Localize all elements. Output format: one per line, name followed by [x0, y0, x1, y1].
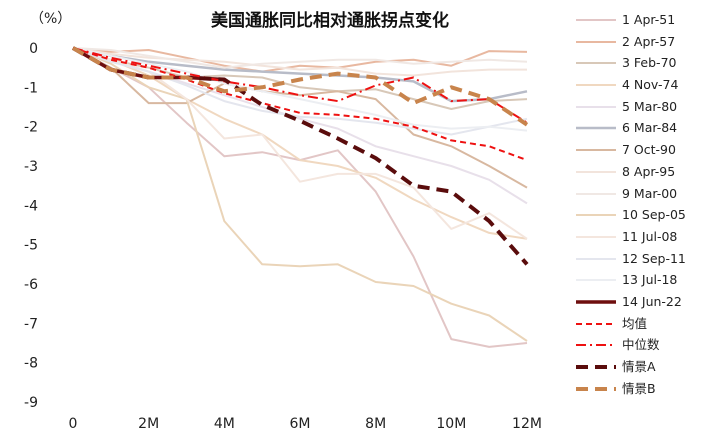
- legend-item: 1 Apr-51: [574, 10, 704, 32]
- legend-label: 10 Sep-05: [622, 207, 686, 223]
- y-tick-label: -9: [24, 395, 38, 411]
- legend-label: 3 Feb-70: [622, 55, 677, 71]
- y-tick-label: -1: [24, 80, 38, 96]
- legend-label: 14 Jun-22: [622, 293, 682, 309]
- legend-swatch: [576, 386, 616, 391]
- x-tick-label: 12M: [512, 416, 542, 432]
- legend-label: 4 Nov-74: [622, 77, 679, 93]
- legend-item: 10 Sep-05: [574, 205, 704, 227]
- x-tick-label: 4M: [214, 416, 235, 432]
- x-tick-label: 2M: [138, 416, 159, 432]
- legend-label: 情景B: [622, 380, 656, 396]
- x-tick-label: 0: [69, 416, 78, 432]
- x-tick-label: 8M: [365, 416, 386, 432]
- series-line-15: [72, 47, 528, 162]
- legend-item: 2 Apr-57: [574, 32, 704, 54]
- y-tick-label: -5: [24, 238, 38, 254]
- series-line-18: [72, 46, 529, 127]
- legend-item: 中位数: [574, 335, 704, 357]
- chart-title: 美国通胀同比相对通胀拐点变化: [211, 10, 449, 31]
- legend-item: 13 Jul-18: [574, 270, 704, 292]
- legend-swatch: [576, 322, 616, 325]
- legend-label: 7 Oct-90: [622, 142, 676, 158]
- legend-label: 9 Mar-00: [622, 185, 678, 201]
- series-line-3: [72, 47, 528, 110]
- legend-item: 14 Jun-22: [574, 292, 704, 314]
- legend-item: 4 Nov-74: [574, 75, 704, 97]
- legend-item: 8 Apr-95: [574, 162, 704, 184]
- legend-label: 情景A: [622, 359, 656, 374]
- legend-swatch: [576, 192, 616, 195]
- series-line-13: [72, 47, 528, 132]
- legend-swatch: [576, 62, 616, 65]
- legend-item: 情景A: [574, 357, 704, 379]
- legend-label: 2 Apr-57: [622, 33, 676, 49]
- y-unit-label: （%）: [30, 11, 71, 27]
- legend-label: 1 Apr-51: [622, 12, 676, 27]
- legend-label: 12 Sep-11: [622, 250, 686, 266]
- legend-label: 8 Apr-95: [622, 163, 676, 179]
- series-layer: [72, 46, 529, 348]
- legend-item: 6 Mar-84: [574, 118, 704, 140]
- legend-label: 13 Jul-18: [622, 272, 678, 288]
- legend-swatch: [576, 149, 616, 152]
- legend: 1 Apr-51 2 Apr-57 3 Feb-70 4 Nov-74 5 Mar-80…: [574, 10, 704, 400]
- y-tick-label: 0: [29, 41, 38, 57]
- legend-swatch: [576, 344, 616, 347]
- series-line-8: [72, 47, 527, 77]
- legend-swatch: [576, 40, 616, 43]
- legend-swatch: [576, 84, 616, 87]
- legend-swatch: [576, 127, 616, 130]
- legend-item: 均值: [574, 314, 704, 336]
- series-line-7: [72, 47, 528, 189]
- series-line-16: [72, 47, 528, 124]
- y-tick-label: -4: [24, 198, 38, 214]
- legend-swatch: [576, 300, 616, 304]
- legend-swatch: [576, 279, 616, 282]
- x-tick-label: 6M: [290, 416, 311, 432]
- legend-swatch: [576, 365, 616, 369]
- legend-item: 12 Sep-11: [574, 249, 704, 271]
- x-tick-label: 10M: [436, 416, 466, 432]
- legend-label: 11 Jul-08: [622, 228, 678, 244]
- legend-swatch: [576, 235, 616, 238]
- legend-item: 5 Mar-80: [574, 97, 704, 119]
- legend-swatch: [576, 170, 616, 173]
- legend-label: 5 Mar-80: [622, 98, 678, 114]
- series-line-10: [72, 47, 528, 342]
- legend-item: 3 Feb-70: [574, 53, 704, 75]
- axes-group: 0 -1 -2 -3 -4 -5 -6 -7 -8 -9 0 2M 4M 6M 8M 10M 12M: [24, 41, 542, 432]
- legend-label: 中位数: [622, 337, 660, 353]
- y-tick-label: -6: [24, 277, 38, 293]
- legend-item: 7 Oct-90: [574, 140, 704, 162]
- legend-swatch: [576, 105, 616, 108]
- y-tick-label: -7: [24, 316, 38, 332]
- series-line-2: [72, 47, 528, 73]
- legend-swatch: [576, 19, 616, 21]
- legend-label: 6 Mar-84: [622, 120, 678, 136]
- series-line-9: [72, 47, 528, 69]
- y-tick-label: -3: [24, 159, 38, 175]
- legend-item: 9 Mar-00: [574, 184, 704, 206]
- legend-item: 11 Jul-08: [574, 227, 704, 249]
- series-line-12: [72, 47, 528, 136]
- y-tick-label: -8: [24, 356, 38, 372]
- legend-swatch: [576, 214, 616, 217]
- y-tick-label: -2: [24, 120, 38, 136]
- legend-item: 情景B: [574, 379, 704, 401]
- legend-swatch: [576, 257, 616, 260]
- legend-label: 均值: [622, 315, 648, 331]
